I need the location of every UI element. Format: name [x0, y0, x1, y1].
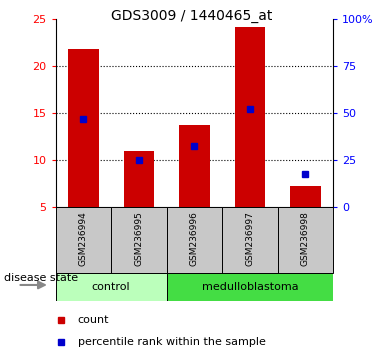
FancyBboxPatch shape: [278, 207, 333, 273]
FancyBboxPatch shape: [167, 273, 333, 301]
Bar: [179, 125, 210, 207]
Text: GSM236994: GSM236994: [79, 211, 88, 266]
Text: disease state: disease state: [4, 273, 78, 283]
FancyBboxPatch shape: [167, 207, 222, 273]
Bar: [68, 50, 98, 207]
FancyBboxPatch shape: [111, 207, 167, 273]
Text: GSM236995: GSM236995: [134, 211, 143, 266]
FancyBboxPatch shape: [56, 207, 111, 273]
Text: GSM236996: GSM236996: [190, 211, 199, 266]
Text: GSM236998: GSM236998: [301, 211, 310, 266]
Text: GSM236997: GSM236997: [246, 211, 254, 266]
Bar: [290, 187, 321, 207]
FancyBboxPatch shape: [56, 273, 167, 301]
Text: GDS3009 / 1440465_at: GDS3009 / 1440465_at: [111, 9, 272, 23]
FancyBboxPatch shape: [222, 207, 278, 273]
Bar: [235, 27, 265, 207]
Bar: [124, 151, 154, 207]
Text: percentile rank within the sample: percentile rank within the sample: [78, 337, 266, 347]
Text: count: count: [78, 315, 109, 325]
Text: control: control: [92, 282, 130, 292]
Text: medulloblastoma: medulloblastoma: [201, 282, 298, 292]
